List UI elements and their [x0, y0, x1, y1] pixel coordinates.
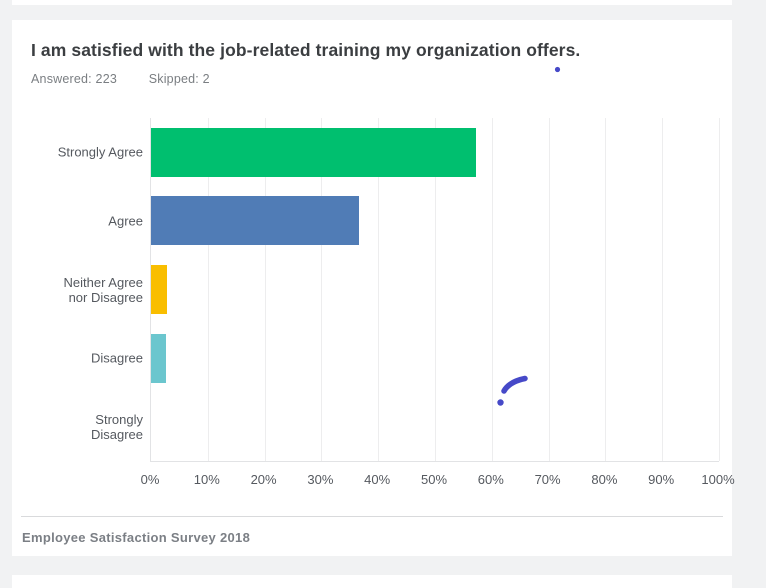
- gridline-70: [548, 118, 550, 461]
- response-meta: Answered: 223 Skipped: 2: [31, 72, 238, 86]
- x-tick-label: 90%: [648, 472, 675, 487]
- skipped-count: Skipped: 2: [149, 72, 210, 86]
- x-tick-label: 10%: [193, 472, 220, 487]
- x-tick-label: 40%: [364, 472, 391, 487]
- category-label: Strongly Disagree: [90, 411, 143, 442]
- x-tick-label: 80%: [591, 472, 618, 487]
- gridline-90: [662, 118, 664, 461]
- plot-area: [150, 118, 720, 462]
- answered-value: 223: [95, 72, 118, 86]
- x-tick-label: 70%: [534, 472, 561, 487]
- skipped-label: Skipped:: [148, 72, 199, 86]
- category-axis: Strongly Agree Agree Neither Agree nor Disa…: [12, 118, 150, 461]
- gridline-10: [207, 118, 209, 461]
- gridline-60: [491, 118, 493, 461]
- skipped-value: 2: [202, 72, 210, 86]
- category-label: Agree: [108, 213, 143, 229]
- category-label: Strongly Agree: [57, 144, 143, 160]
- x-tick-label: 20%: [250, 472, 277, 487]
- category-label: Disagree: [90, 350, 143, 366]
- question-title: I am satisfied with the job-related trai…: [31, 40, 581, 60]
- answered-count: Answered: 223: [31, 72, 117, 86]
- x-tick-label: 0%: [140, 472, 160, 487]
- answered-label: Answered:: [31, 72, 92, 86]
- bar-disagree: [151, 333, 166, 383]
- footer-divider: [21, 516, 723, 517]
- gridline-30: [321, 118, 323, 461]
- question-summary-card: I am satisfied with the job-related trai…: [12, 20, 735, 556]
- gridline-100: [719, 118, 720, 461]
- bar-neither-agree-nor-disagree: [151, 265, 167, 314]
- gridline-20: [264, 118, 266, 461]
- bar-agree: [151, 196, 359, 246]
- survey-title: Employee Satisfaction Survey 2018: [22, 530, 251, 545]
- x-tick-label: 50%: [420, 472, 448, 487]
- category-label: Neither Agree nor Disagree: [63, 274, 144, 305]
- bar-chart: Strongly Agree Agree Neither Agree nor Disa…: [12, 118, 732, 462]
- previous-card-edge: [12, 0, 732, 5]
- next-card-edge: [12, 575, 732, 588]
- x-tick-label: 30%: [307, 472, 334, 487]
- gridline-50: [435, 118, 436, 461]
- gridline-80: [605, 118, 607, 461]
- x-tick-label: 60%: [477, 472, 504, 487]
- percent-axis: 0% 10% 20% 30% 40% 50% 60% 70% 80% 90% 100%: [141, 472, 735, 487]
- gridline-40: [378, 118, 380, 461]
- bar-strongly-agree: [151, 127, 476, 177]
- x-tick-label: 100%: [701, 472, 735, 487]
